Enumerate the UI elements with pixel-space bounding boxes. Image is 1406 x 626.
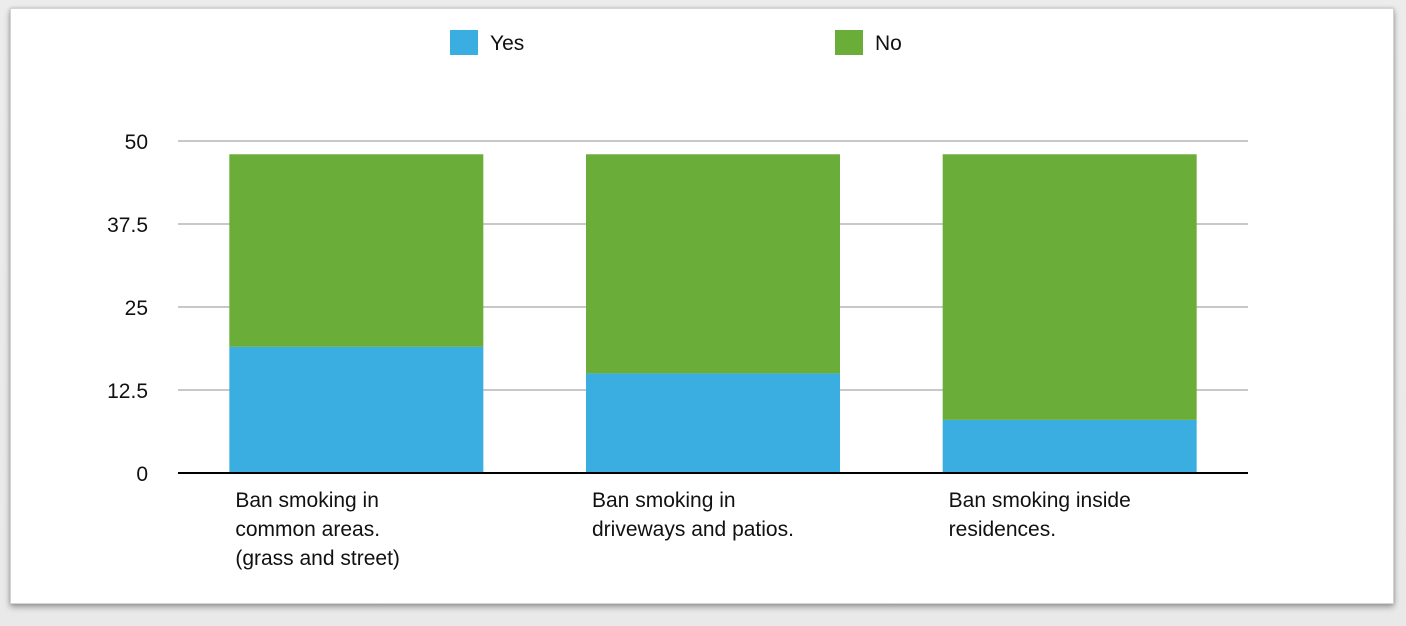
x-axis: Ban smoking in common areas. (grass and st…: [178, 472, 1248, 570]
legend-label-yes: Yes: [490, 32, 524, 55]
bar-no-3: [942, 154, 1197, 420]
y-axis: 0 12.5 25 37.5 50: [107, 131, 148, 486]
bar-yes-1: [229, 346, 484, 473]
bar-yes-2: [586, 373, 840, 473]
y-tick-label: 50: [125, 131, 148, 154]
bars: [229, 154, 1197, 473]
legend-swatch-no: [835, 30, 863, 55]
bar-no-2: [586, 154, 840, 374]
y-tick-label: 12.5: [107, 380, 148, 403]
x-category-label: Ban smoking inside residences.: [949, 489, 1131, 541]
legend-label-no: No: [875, 32, 902, 55]
y-tick-label: 37.5: [107, 214, 148, 237]
legend: Yes No: [450, 30, 902, 55]
legend-swatch-yes: [450, 30, 478, 55]
bar-yes-3: [942, 419, 1197, 473]
x-category-label: Ban smoking in common areas. (grass and st…: [235, 489, 400, 570]
bar-no-1: [229, 154, 484, 347]
y-tick-label: 25: [125, 297, 148, 320]
x-category-label: Ban smoking in driveways and patios.: [592, 489, 794, 541]
y-tick-label: 0: [136, 463, 148, 486]
